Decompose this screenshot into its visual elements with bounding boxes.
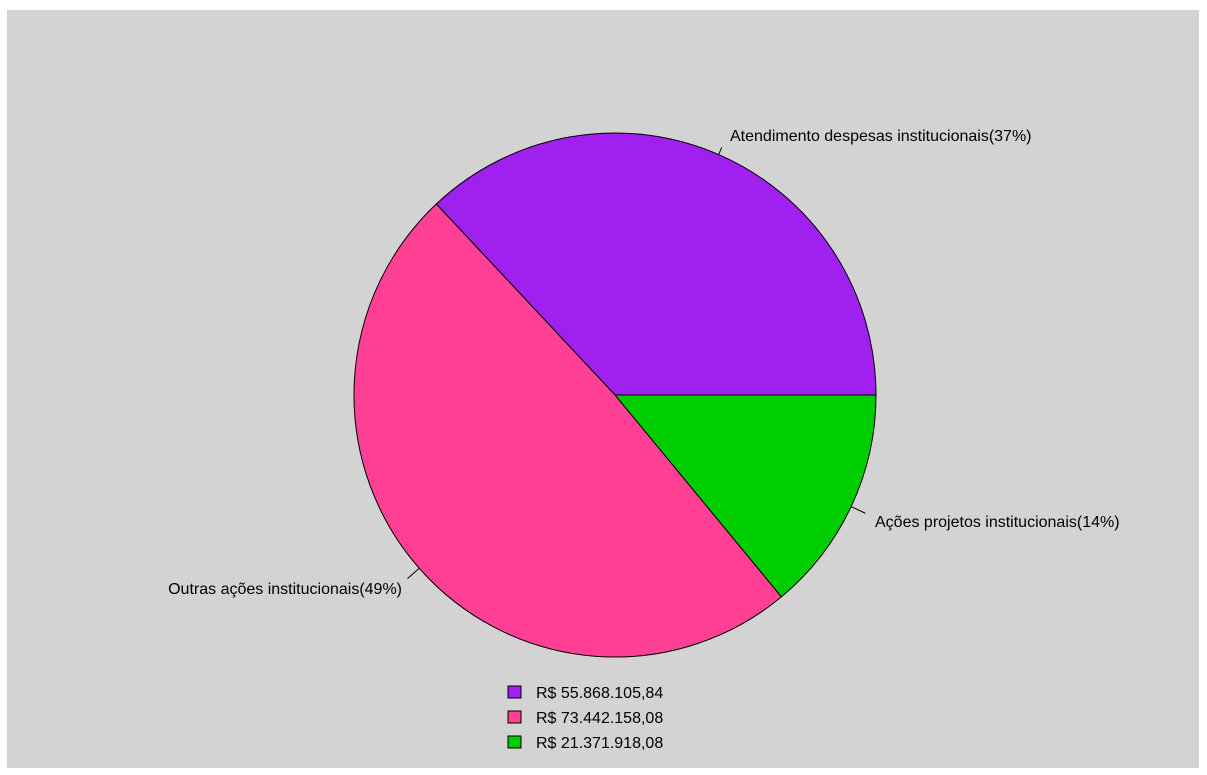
legend-label: R$ 21.371.918,08 [536,735,663,752]
legend-swatch [507,735,522,749]
slice-label: Outras ações institucionais(49%) [168,581,402,598]
legend-swatch [507,710,522,724]
pie-slice-2 [613,394,877,598]
slice-label: Atendimento despesas institucionais(37%) [730,128,1032,145]
slice-leader-line [718,147,723,155]
legend-swatch [507,685,522,699]
legend-label: R$ 73.442.158,08 [536,710,663,727]
slice-label: Ações projetos institucionais(14%) [875,514,1120,531]
slice-leader-line [850,506,866,514]
legend-label: R$ 55.868.105,84 [536,685,663,702]
slice-leader-line [407,567,420,580]
